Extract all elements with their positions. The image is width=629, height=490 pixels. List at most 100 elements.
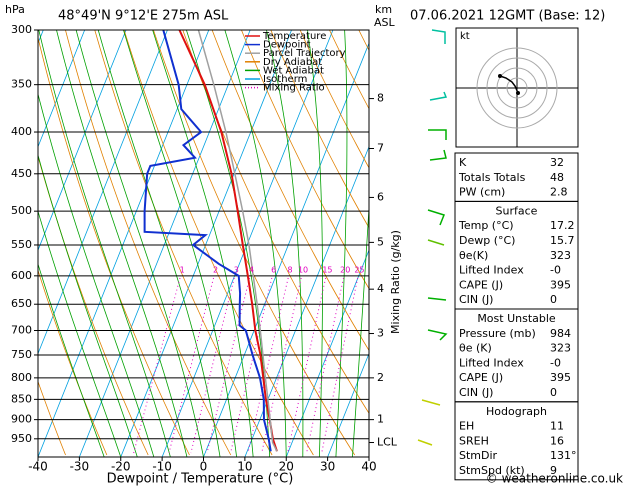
km-tick-label: 2 [377,371,384,384]
mixing-ratio-label: 10 [298,266,308,275]
panel-value: 0 [550,293,557,306]
y-tick-label: 700 [11,324,32,337]
x-tick-label: -10 [152,460,172,474]
panel-section-title: Hodograph [486,405,547,418]
dry-adiabat [65,30,232,456]
mixing-ratio-label: 20 [340,266,350,275]
mixing-ratio-label: 15 [322,266,332,275]
panel-label: EH [459,420,474,433]
panel-label: Lifted Index [459,356,524,369]
wet-adiabat [75,30,204,457]
km-unit: ASL [374,16,396,29]
km-tick-label: 5 [377,235,384,248]
y-tick-label: 400 [11,125,32,138]
panel-value: 48 [550,171,564,184]
panel-value: 17.2 [550,219,575,232]
legend-label: Mixing Ratio [263,83,325,94]
panel-value: 0 [550,386,557,399]
dry-adiabat [211,30,369,352]
y-unit: hPa [5,3,25,16]
mixing-ratio-line [321,277,359,454]
panel-label: StmDir [459,449,498,462]
mixing-ratio-label: 3 [234,266,239,275]
hodograph-unit: kt [460,31,470,42]
x-tick-label: -40 [28,460,48,474]
panel-label: StmSpd (kt) [459,464,525,477]
hodograph [455,27,579,148]
panel-label: K [459,156,467,169]
panel-label: SREH [459,434,489,447]
dry-adiabat [123,30,314,456]
panel-section-title: Most Unstable [477,312,556,325]
wet-adiabat [224,30,287,457]
legend-label: Parcel Trajectory [263,48,346,59]
y2-title: Mixing Ratio (g/kg) [389,230,402,334]
mixing-ratio-label: 25 [354,266,364,275]
km-unit: km [375,3,392,16]
dry-adiabat [299,30,369,169]
panel-value: 9 [550,464,557,477]
panel-value: 16 [550,434,564,447]
plot-area [0,30,629,457]
isotherm [0,30,2,457]
x-tick-label: 0 [200,460,208,474]
x-tick-label: 20 [279,460,294,474]
y-tick-label: 850 [11,392,32,405]
y-tick-label: 900 [11,413,32,426]
x-tick-label: 40 [361,460,376,474]
panel-value: -0 [550,264,561,277]
dry-adiabat [329,30,369,110]
panel-header: 07.06.2021 12GMT (Base: 12) [410,9,605,24]
panel-value: 32 [550,156,564,169]
y-tick-label: 450 [11,167,32,180]
dry-adiabat [153,30,356,456]
panel-value: 395 [550,278,571,291]
panel-section-title: Surface [496,204,538,217]
profile-line [143,30,272,452]
panel-value: -0 [550,356,561,369]
isotherm [203,42,369,457]
km-tick-label: 4 [377,282,384,295]
panel-value: 2.8 [550,186,568,199]
panel-label: CAPE (J) [459,278,503,291]
y-tick-label: 350 [11,78,32,91]
panel-label: θe (K) [459,342,492,355]
y-tick-label: 800 [11,371,32,384]
x-tick-label: 30 [320,460,335,474]
isotherm [244,145,369,457]
footer: © weatheronline.co.uk [486,472,623,486]
wet-adiabat [335,30,348,457]
panel-label: Pressure (mb) [459,327,536,340]
mixing-ratio-label: 4 [249,266,254,275]
dry-adiabat [417,30,629,455]
wet-adiabat [56,30,188,457]
legend-label: Isotherm [263,74,307,85]
dry-adiabat [623,30,629,455]
dry-adiabat [38,380,66,456]
location: 48°49'N 9°12'E 275m ASL [58,9,229,24]
y-tick-label: 300 [11,23,32,36]
y-tick-label: 600 [11,269,32,282]
y-tick-label: 750 [11,348,32,361]
km-tick-label: 1 [377,413,384,426]
isotherm [79,30,251,457]
isotherm [38,30,86,148]
legend-label: Wet Adiabat [263,65,324,76]
panel-label: Lifted Index [459,264,524,277]
x-tick-label: -20 [111,460,131,474]
dry-adiabat [241,30,369,290]
dry-adiabat [535,30,629,455]
legend-label: Dry Adiabat [263,57,322,68]
x-title: Dewpoint / Temperature (°C) [107,472,294,487]
mixing-ratio-label: 1 [180,266,185,275]
profile-line [197,30,278,452]
isotherm [285,249,369,457]
km-tick-label: 7 [377,141,384,154]
panel-label: Dewp (°C) [459,234,515,247]
panel-label: PW (cm) [459,186,505,199]
panel-label: CIN (J) [459,386,493,399]
wet-adiabat [307,30,323,457]
mixing-ratio-label: 8 [288,266,293,275]
mixing-ratio-label: 2 [213,266,218,275]
